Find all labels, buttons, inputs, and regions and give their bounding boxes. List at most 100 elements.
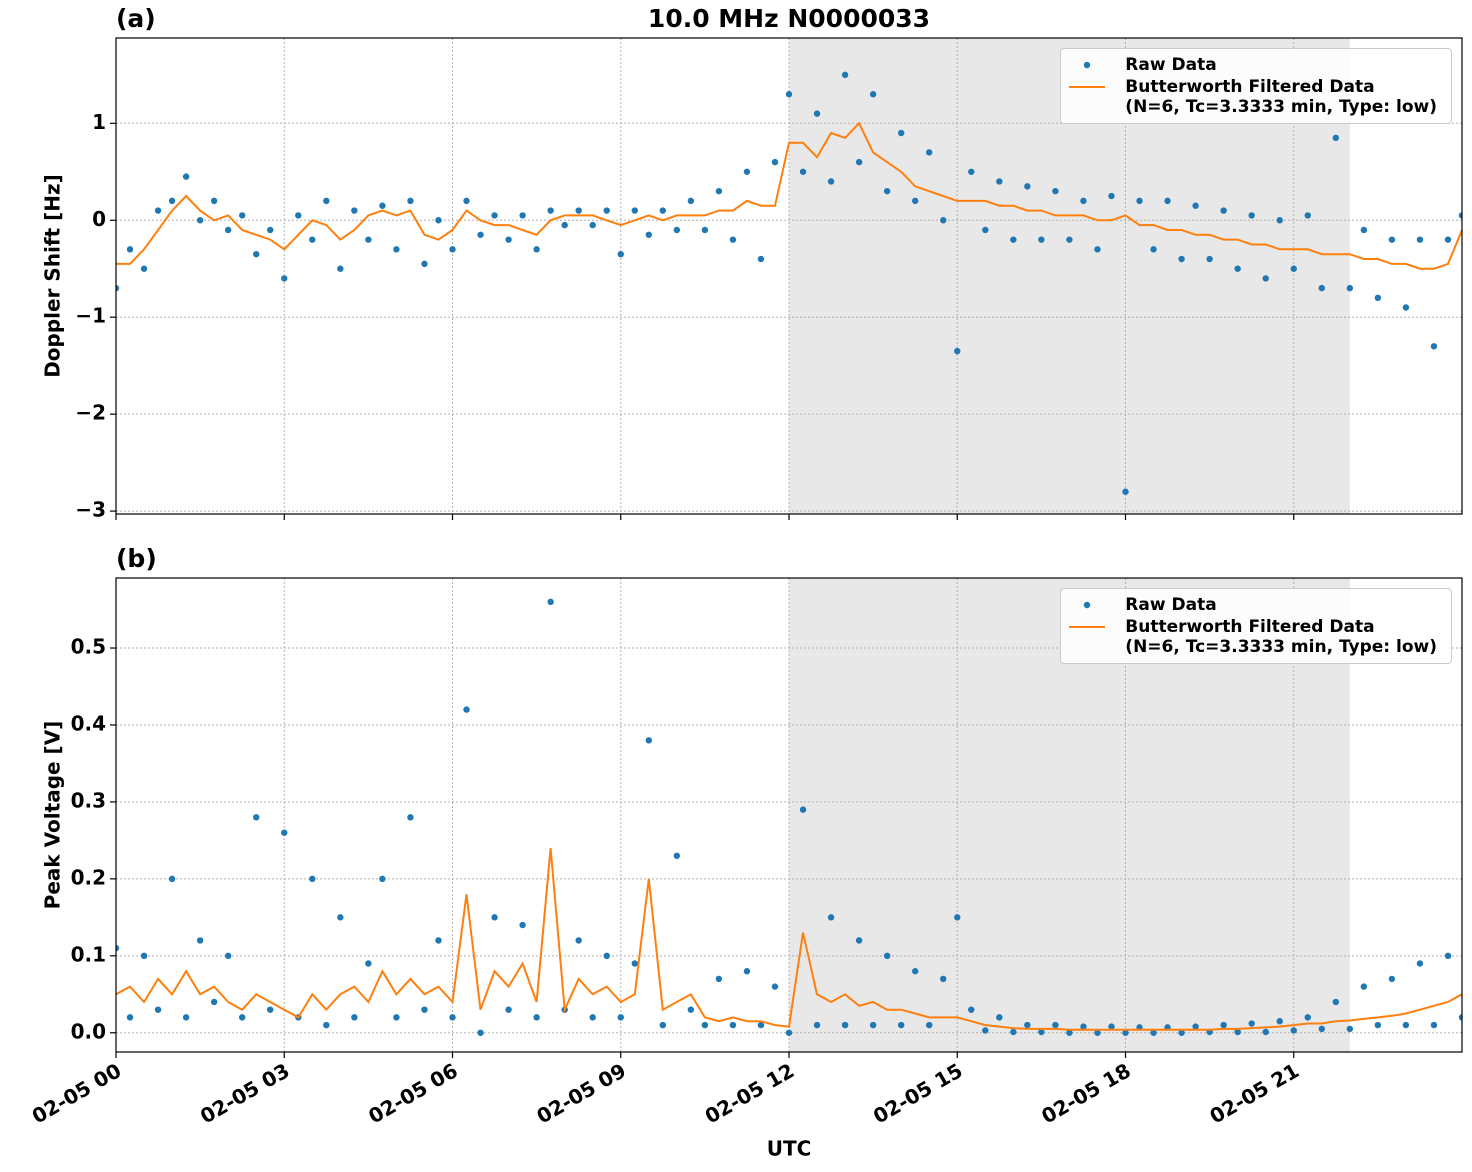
- x-tick-label: 02-05 15: [869, 1058, 967, 1128]
- raw-point: [1458, 1014, 1462, 1021]
- raw-point: [435, 217, 442, 224]
- raw-point: [182, 1014, 190, 1021]
- legend-entry: Butterworth Filtered Data (N=6, Tc=3.333…: [1067, 77, 1437, 117]
- raw-point: [533, 1014, 540, 1021]
- raw-point: [799, 168, 807, 175]
- raw-point: [729, 236, 737, 243]
- raw-point: [603, 207, 610, 214]
- raw-point: [154, 207, 162, 214]
- x-tick-label: 02-05 00: [28, 1058, 126, 1128]
- raw-point: [351, 1014, 358, 1021]
- legend-entry: Raw Data: [1067, 595, 1437, 615]
- raw-point: [351, 207, 358, 214]
- raw-point: [631, 960, 638, 967]
- raw-point: [1430, 343, 1438, 350]
- raw-point: [1024, 1021, 1031, 1029]
- y-tick-label: 0: [92, 207, 106, 231]
- raw-point: [1262, 275, 1269, 282]
- raw-point: [883, 952, 891, 960]
- raw-point: [1360, 983, 1368, 990]
- raw-point: [1346, 1025, 1354, 1033]
- raw-point: [589, 221, 596, 229]
- raw-point: [926, 1021, 933, 1029]
- raw-point: [771, 158, 779, 166]
- chart-title: 10.0 MHz N0000033: [648, 4, 930, 33]
- raw-point: [1192, 1023, 1199, 1030]
- raw-point: [813, 110, 821, 117]
- legend-key: [1084, 61, 1091, 69]
- raw-point: [1150, 246, 1157, 253]
- raw-point: [1402, 1021, 1410, 1029]
- raw-point: [982, 226, 989, 234]
- y-tick-label: 1: [92, 110, 106, 134]
- raw-point: [869, 91, 877, 98]
- legend: Raw Data Butterworth Filtered Data (N=6, …: [1060, 48, 1452, 124]
- raw-point: [940, 217, 947, 224]
- raw-point: [210, 998, 218, 1006]
- raw-point: [421, 1006, 428, 1013]
- legend-key: [1084, 601, 1091, 609]
- axes-frame: [115, 37, 1463, 515]
- raw-point: [1444, 236, 1452, 243]
- raw-point: [126, 1014, 134, 1021]
- raw-point: [1276, 217, 1283, 224]
- raw-point: [1206, 255, 1213, 263]
- raw-point: [743, 968, 751, 975]
- raw-point: [1066, 236, 1073, 243]
- raw-point: [491, 914, 498, 921]
- raw-point: [1444, 952, 1452, 960]
- raw-point: [1178, 1029, 1185, 1036]
- raw-point: [645, 737, 652, 744]
- raw-point: [954, 347, 961, 355]
- raw-point: [393, 1014, 400, 1021]
- raw-point: [617, 250, 624, 258]
- raw-point: [855, 158, 863, 166]
- raw-point: [168, 197, 176, 205]
- raw-point: [519, 212, 526, 219]
- raw-point: [379, 875, 386, 883]
- raw-point: [841, 1021, 849, 1029]
- x-tick-label: 02-05 18: [1037, 1058, 1135, 1128]
- raw-point: [295, 212, 302, 219]
- raw-point: [1010, 236, 1017, 243]
- raw-point: [309, 875, 316, 883]
- legend-label: Raw Data: [1125, 595, 1217, 615]
- x-tick-label: 02-05 12: [701, 1058, 799, 1128]
- raw-point: [1248, 1020, 1255, 1027]
- raw-point: [210, 197, 218, 205]
- raw-point: [687, 1006, 695, 1013]
- raw-point: [337, 914, 344, 921]
- raw-point: [659, 1021, 667, 1029]
- raw-point: [1262, 1028, 1269, 1036]
- raw-point: [407, 197, 414, 205]
- raw-point: [238, 212, 246, 219]
- raw-point: [897, 1021, 905, 1029]
- raw-point: [547, 598, 554, 606]
- raw-point: [729, 1021, 737, 1029]
- raw-point: [1248, 212, 1255, 219]
- raw-point: [393, 246, 400, 253]
- y-tick-label: −3: [75, 498, 106, 522]
- raw-point: [1374, 294, 1382, 302]
- raw-point: [940, 975, 947, 983]
- raw-point: [168, 875, 176, 883]
- raw-point: [449, 1014, 456, 1021]
- raw-point: [757, 1021, 765, 1029]
- raw-point: [1066, 1029, 1073, 1036]
- raw-point: [1290, 265, 1297, 272]
- raw-point: [926, 149, 933, 156]
- raw-point: [196, 217, 204, 224]
- raw-point: [757, 255, 765, 263]
- y-tick-label: 0.4: [71, 711, 106, 735]
- raw-point: [1164, 197, 1171, 205]
- raw-point: [1430, 1021, 1438, 1029]
- raw-point: [1178, 255, 1185, 263]
- legend-marker: [1084, 601, 1091, 609]
- raw-point: [463, 197, 470, 205]
- raw-point: [1038, 236, 1045, 243]
- raw-point: [281, 829, 288, 836]
- panel-label: (b): [116, 544, 157, 573]
- raw-point: [1220, 1021, 1227, 1029]
- raw-point: [281, 275, 288, 282]
- raw-point: [968, 1006, 975, 1013]
